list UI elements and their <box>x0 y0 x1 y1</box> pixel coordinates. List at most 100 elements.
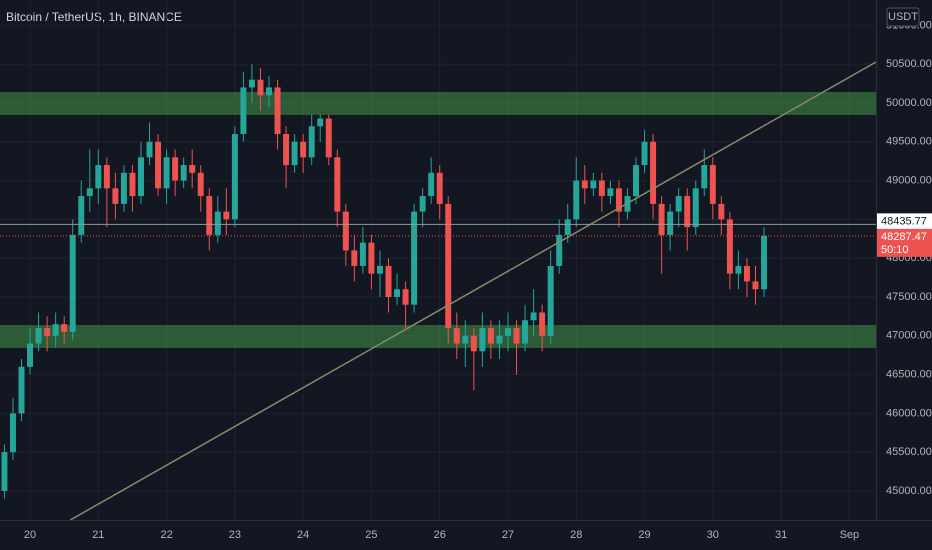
candle-body <box>376 265 383 274</box>
candle-body <box>658 203 665 235</box>
candle-body <box>197 172 204 197</box>
x-tick-label: 20 <box>24 529 36 541</box>
x-tick-label: 23 <box>229 529 241 541</box>
candle-body <box>214 211 221 235</box>
currency-box <box>886 7 920 27</box>
x-tick-label: 22 <box>160 529 172 541</box>
candle-body <box>240 87 247 135</box>
candle-body <box>522 320 529 344</box>
chart-title: Bitcoin / TetherUS, 1h, BINANCE <box>6 10 182 24</box>
x-tick-label: 31 <box>775 529 787 541</box>
candle-body <box>334 157 341 212</box>
candle-body <box>761 235 768 290</box>
candle-body <box>479 328 486 352</box>
trendline <box>69 61 876 520</box>
candle-body <box>496 335 503 344</box>
candle-body <box>581 180 588 189</box>
candle-body <box>504 328 511 336</box>
candle-body <box>9 413 16 453</box>
candle-body <box>223 211 230 220</box>
candle-body <box>641 141 648 166</box>
candle-body <box>487 328 494 344</box>
candle-body <box>180 165 187 181</box>
candle-body <box>394 289 401 297</box>
candle-body <box>120 172 127 204</box>
price-label-box <box>877 213 932 230</box>
candle-body <box>368 242 375 274</box>
candle-body <box>61 324 68 332</box>
candle-body <box>615 188 622 212</box>
y-tick-label: 45000.00 <box>886 485 932 497</box>
candle-body <box>266 87 273 96</box>
candle-body <box>539 312 546 336</box>
candle-body <box>590 180 597 189</box>
x-tick-label: 24 <box>297 529 309 541</box>
candle-body <box>385 265 392 297</box>
candle-body <box>419 196 426 212</box>
candle-body <box>573 180 580 220</box>
candle-body <box>317 118 324 127</box>
candle-body <box>402 289 409 305</box>
candle-body <box>283 134 290 166</box>
currency-label: USDT <box>888 11 918 23</box>
candle-body <box>27 343 34 367</box>
y-tick-label: 46500.00 <box>886 368 932 380</box>
candle-body <box>300 141 307 158</box>
candle-body <box>701 165 708 189</box>
plot-area <box>0 0 876 520</box>
candle-body <box>291 141 298 166</box>
candle-body <box>735 265 742 274</box>
support-zone <box>0 91 876 116</box>
candle-body <box>692 188 699 228</box>
price-label-box <box>877 228 932 257</box>
candle-body <box>633 165 639 197</box>
candle-body <box>598 180 605 197</box>
candle-body <box>607 188 614 197</box>
support-zone <box>0 324 876 348</box>
candle-body <box>52 324 59 336</box>
x-tick-label: 25 <box>365 529 377 541</box>
candle-body <box>138 157 144 197</box>
candle-body <box>248 79 255 88</box>
candle-body <box>308 126 315 158</box>
candle-body <box>718 203 725 220</box>
x-tick-label: 21 <box>92 529 104 541</box>
candle-body <box>752 281 759 290</box>
candle-body <box>257 79 264 96</box>
candle-body <box>726 219 733 274</box>
candle-body <box>351 250 358 266</box>
candle-body <box>231 134 238 220</box>
candle-body <box>18 366 25 414</box>
candle-body <box>1 452 8 491</box>
countdown-label: 50:10 <box>881 244 909 256</box>
candle-body <box>564 219 571 235</box>
candle-body <box>743 265 750 282</box>
candle-body <box>44 328 51 336</box>
candle-body <box>206 196 213 235</box>
y-tick-label: 47000.00 <box>886 330 932 342</box>
y-tick-label: 46000.00 <box>886 407 932 419</box>
y-tick-label: 49500.00 <box>886 136 932 148</box>
y-tick-label: 50000.00 <box>886 97 932 109</box>
x-tick-label: 27 <box>502 529 514 541</box>
candle-body <box>462 335 469 344</box>
x-tick-label: 30 <box>707 529 719 541</box>
candle-body <box>172 157 179 181</box>
candle-body <box>129 172 136 197</box>
x-tick-label: 26 <box>434 529 446 541</box>
candle-body <box>547 265 554 336</box>
candle-body <box>95 165 102 189</box>
candle-body <box>112 188 119 204</box>
candle-body <box>69 234 76 332</box>
candle-body <box>675 196 682 212</box>
candle-body <box>274 87 281 135</box>
candle-body <box>530 312 537 321</box>
y-tick-label: 47500.00 <box>886 291 932 303</box>
x-tick-label: 29 <box>638 529 650 541</box>
candle-body <box>35 328 42 344</box>
candle-body <box>411 211 418 305</box>
candle-body <box>325 118 332 158</box>
candle-body <box>436 172 443 204</box>
candle-body <box>342 211 349 251</box>
